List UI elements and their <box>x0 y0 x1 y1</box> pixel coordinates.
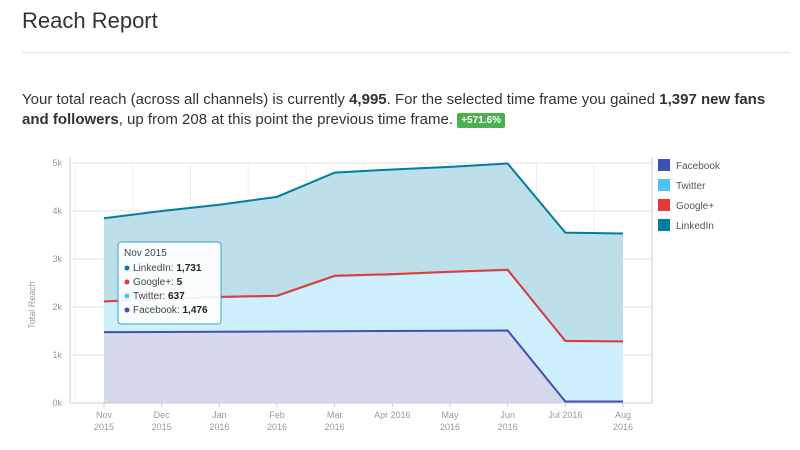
x-tick-label-year: 2016 <box>440 422 460 432</box>
x-tick-label: Nov <box>96 410 113 420</box>
tooltip: Nov 2015 LinkedIn: 1,731 Google+: 5 Twitter… <box>117 241 222 325</box>
x-tick-label: Mar <box>327 410 343 420</box>
tooltip-dot <box>124 293 130 299</box>
y-tick-label: 5k <box>52 158 62 168</box>
y-tick-label: 3k <box>52 254 62 264</box>
x-tick-label-year: 2016 <box>209 422 229 432</box>
tooltip-dot <box>124 307 130 313</box>
x-tick-label-year: 2016 <box>325 422 345 432</box>
tooltip-row: Twitter: 637 <box>133 291 185 302</box>
reach-chart[interactable]: 0k 1k 2k 3k 4k 5k Total Reach Nov 2015 Dec 2015 Jan… <box>0 150 800 450</box>
total-reach-value: 4,995 <box>349 91 387 108</box>
summary-text-3: , up from 208 at this point the previous… <box>118 111 454 128</box>
tooltip-dot <box>124 279 130 285</box>
legend-item-twitter[interactable]: Twitter <box>658 179 706 192</box>
tooltip-row-value: 1,731 <box>176 263 201 274</box>
legend-swatch <box>658 199 670 211</box>
x-tick-label: Dec <box>154 410 171 420</box>
tooltip-row: Google+: 5 <box>133 277 183 288</box>
x-tick-label: Feb <box>269 410 285 420</box>
x-tick-label: May <box>441 410 459 420</box>
y-tick-label: 4k <box>52 206 62 216</box>
x-tick-label: Apr 2016 <box>374 410 411 420</box>
x-tick-label: Jun <box>500 410 515 420</box>
change-badge: +571.6% <box>457 113 505 128</box>
summary-text-1: Your total reach (across all channels) i… <box>22 91 350 108</box>
legend-swatch <box>658 159 670 171</box>
legend-item-facebook[interactable]: Facebook <box>658 159 721 172</box>
y-tick-label: 2k <box>52 302 62 312</box>
tooltip-box <box>117 241 222 325</box>
legend-label: Twitter <box>676 181 706 192</box>
tooltip-title: Nov 2015 <box>124 248 167 259</box>
line-facebook <box>103 329 623 403</box>
legend-item-google[interactable]: Google+ <box>658 199 714 212</box>
chart-legend: Facebook Twitter Google+ LinkedIn <box>658 159 721 232</box>
legend-item-linkedin[interactable]: LinkedIn <box>658 219 714 232</box>
legend-swatch <box>658 179 670 191</box>
legend-swatch <box>658 219 670 231</box>
y-tick-label: 1k <box>52 350 62 360</box>
page-title: Reach Report <box>22 8 158 33</box>
area-facebook <box>104 330 623 403</box>
line-linkedin <box>103 162 624 235</box>
chart-axes: 0k 1k 2k 3k 4k 5k Total Reach Nov 2015 Dec 2015 Jan… <box>27 157 653 432</box>
tooltip-row: Facebook: 1,476 <box>133 305 208 316</box>
y-axis-label: Total Reach <box>27 281 37 329</box>
x-tick-label-year: 2016 <box>613 422 633 432</box>
x-tick-label-year: 2015 <box>152 422 172 432</box>
legend-label: LinkedIn <box>676 221 714 232</box>
tooltip-dot <box>124 265 130 271</box>
tooltip-row-value: 637 <box>168 291 185 302</box>
legend-label: Google+ <box>676 201 714 212</box>
tooltip-row-value: 5 <box>177 277 183 288</box>
chart-areas <box>104 163 623 403</box>
x-tick-label: Aug <box>615 410 631 420</box>
x-tick-label-year: 2016 <box>498 422 518 432</box>
chart-tooltip: Nov 2015 LinkedIn: 1,731 Google+: 5 Twitter… <box>117 241 222 325</box>
y-tick-label: 0k <box>52 398 62 408</box>
tooltip-row: LinkedIn: 1,731 <box>133 263 202 274</box>
x-tick-label-year: 2015 <box>94 422 114 432</box>
x-tick-label: Jan <box>212 410 227 420</box>
summary-text-2: . For the selected time frame you gained <box>386 91 660 108</box>
x-tick-label-year: 2016 <box>267 422 287 432</box>
x-tick-label: Jul 2016 <box>548 410 582 420</box>
gained-followers-value: 1,397 new fans and followers <box>22 91 766 128</box>
title-divider <box>22 52 790 53</box>
tooltip-row-value: 1,476 <box>182 305 207 316</box>
reach-summary: Your total reach (across all channels) i… <box>22 90 782 130</box>
legend-label: Facebook <box>676 161 721 172</box>
